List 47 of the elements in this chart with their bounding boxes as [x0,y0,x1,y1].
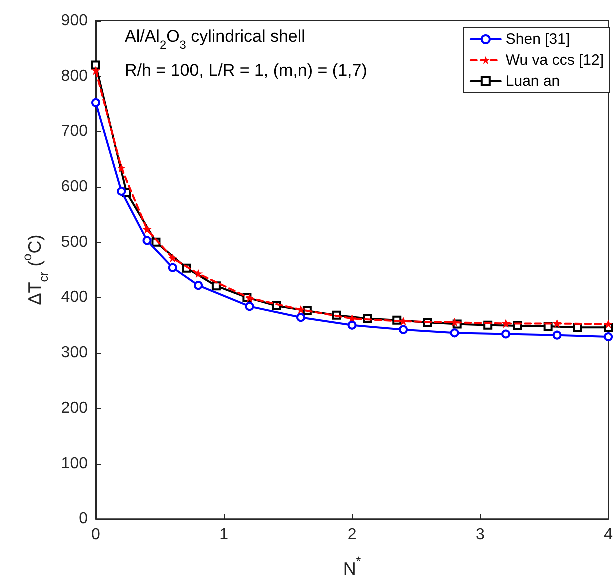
point [117,186,126,196]
legend-label: Luan an [506,73,560,90]
annotation: R/h = 100, L/R = 1, (m,n) = (1,7) [125,61,368,80]
point [296,313,306,322]
point [552,330,562,340]
y-tick-label: 500 [61,234,88,251]
point [604,320,614,329]
point [604,332,614,342]
point [502,319,511,328]
y-tick-label: 100 [61,455,88,472]
point [348,320,357,330]
x-tick-label: 2 [348,526,357,544]
x-tick-label: 0 [92,526,101,544]
y-tick-label: 600 [61,178,88,196]
point [450,318,460,328]
point [142,236,152,246]
point [212,282,221,291]
point [245,294,254,303]
point [399,325,408,334]
y-axis-title: ΔTcr (oC) [20,234,51,306]
y-tick-label: 700 [61,123,88,140]
legend-label: Shen [31] [506,31,570,48]
x-tick-label: 1 [220,526,229,544]
point [92,60,100,70]
point [399,317,408,326]
x-tick-label: 4 [604,526,614,544]
y-tick-label: 400 [61,289,88,306]
point [92,66,100,76]
legend-label: Wu va ccs [12] [506,52,604,69]
point [117,164,126,173]
point [450,328,460,338]
x-axis-title: N* [343,554,362,579]
x-tick-label: 3 [476,526,485,544]
y-tick-label: 900 [61,12,88,30]
point [168,254,178,263]
point [552,319,562,328]
point [92,98,100,108]
point [194,269,204,278]
y-tick-label: 800 [61,68,88,85]
y-tick-label: 0 [79,510,88,528]
y-tick-label: 300 [61,344,88,362]
point [142,225,152,234]
point [168,263,178,272]
point [245,302,254,312]
point [502,330,511,339]
point [194,281,204,290]
y-tick-label: 200 [61,400,88,417]
